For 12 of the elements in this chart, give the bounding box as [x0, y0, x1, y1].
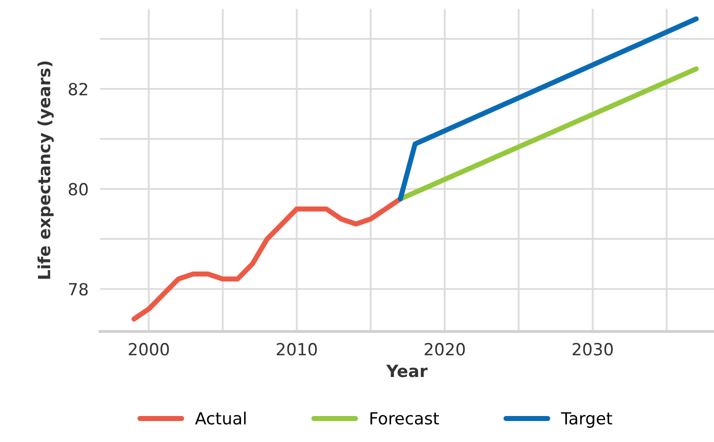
- x-tick-label: 2030: [572, 342, 613, 356]
- y-tick-label: 82: [68, 82, 88, 96]
- y-tick-label: 78: [69, 282, 88, 296]
- legend-label: Actual: [195, 412, 246, 425]
- x-axis-title: Year: [386, 364, 428, 378]
- legend-label: Forecast: [370, 412, 439, 425]
- y-axis-title: Life expectancy (years): [37, 61, 54, 279]
- y-tick-label: 80: [68, 182, 88, 196]
- x-tick-label: 2020: [424, 342, 465, 356]
- x-tick-label: 2000: [128, 342, 169, 356]
- x-tick-label: 2010: [276, 342, 317, 356]
- legend-label: Target: [560, 412, 612, 428]
